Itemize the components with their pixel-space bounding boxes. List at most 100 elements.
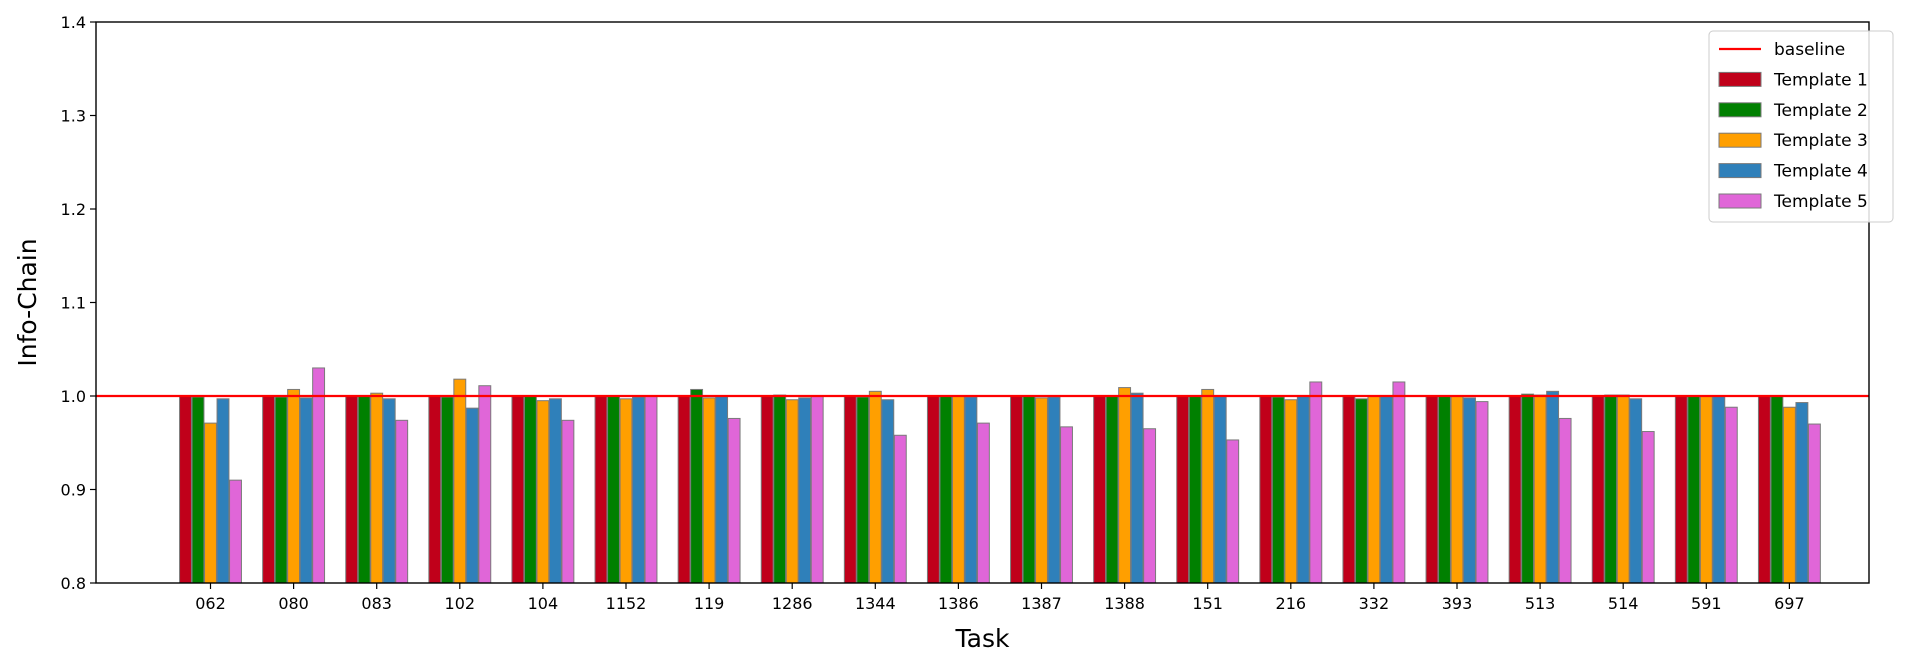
bar bbox=[216, 398, 230, 584]
bar bbox=[893, 434, 907, 584]
x-tick-label: 332 bbox=[1359, 594, 1390, 613]
bar bbox=[536, 400, 550, 584]
bar bbox=[1807, 423, 1821, 584]
bars-layer bbox=[179, 367, 1821, 584]
bar bbox=[229, 479, 242, 584]
x-tick-label: 151 bbox=[1192, 594, 1223, 613]
bar bbox=[1213, 395, 1227, 584]
y-axis-title: Info-Chain bbox=[13, 238, 42, 366]
x-tick-label: 1387 bbox=[1021, 594, 1062, 613]
bar bbox=[1047, 396, 1061, 584]
x-tick-label: 062 bbox=[195, 594, 226, 613]
bar bbox=[1105, 395, 1119, 584]
bar bbox=[773, 394, 787, 584]
bar bbox=[1546, 390, 1560, 584]
bar bbox=[1558, 417, 1572, 584]
x-tick-label: 080 bbox=[278, 594, 309, 613]
x-tick-label: 1152 bbox=[606, 594, 647, 613]
legend-swatch bbox=[1718, 132, 1762, 148]
bar bbox=[760, 395, 774, 584]
bar bbox=[644, 395, 658, 584]
bar bbox=[1674, 395, 1688, 584]
legend-swatch bbox=[1718, 71, 1762, 87]
bar bbox=[523, 395, 537, 584]
bar bbox=[1724, 406, 1738, 584]
x-tick-label: 1286 bbox=[772, 594, 813, 613]
bar bbox=[1176, 395, 1190, 584]
bar bbox=[1309, 381, 1323, 584]
x-axis: 062 080 083 102 104 1152 119 1286 1344 1386 1387 13… bbox=[195, 583, 1805, 613]
bar bbox=[1010, 395, 1023, 584]
bar bbox=[1508, 395, 1522, 584]
y-tick-label: 0.9 bbox=[61, 481, 86, 500]
bar bbox=[1591, 395, 1605, 584]
bar bbox=[632, 396, 645, 584]
bar bbox=[1226, 439, 1240, 584]
legend: baseline Template 1 Template 2 Template 3 Te… bbox=[1708, 30, 1894, 223]
bar bbox=[1533, 394, 1547, 584]
legend-label: Template 2 bbox=[1773, 101, 1868, 121]
bar bbox=[715, 395, 729, 584]
bar bbox=[951, 395, 965, 584]
bar bbox=[939, 395, 953, 584]
bar bbox=[1604, 394, 1618, 584]
bar bbox=[274, 396, 288, 584]
bar bbox=[843, 395, 857, 584]
x-tick-label: 119 bbox=[694, 594, 725, 613]
bar bbox=[1450, 395, 1464, 584]
bar bbox=[1629, 398, 1643, 584]
x-tick-label: 591 bbox=[1691, 594, 1722, 613]
bar bbox=[785, 399, 799, 584]
x-axis-title: Task bbox=[955, 624, 1010, 653]
bar bbox=[440, 396, 454, 584]
y-tick-label: 1.1 bbox=[61, 294, 86, 313]
x-tick-label: 1388 bbox=[1104, 594, 1145, 613]
bar bbox=[1201, 388, 1215, 584]
bar bbox=[179, 395, 192, 584]
x-tick-label: 393 bbox=[1442, 594, 1473, 613]
bar bbox=[1367, 395, 1381, 584]
legend-swatch bbox=[1718, 193, 1762, 209]
y-tick-label: 0.8 bbox=[61, 574, 86, 593]
bar bbox=[810, 395, 824, 584]
bar bbox=[594, 395, 608, 584]
bar bbox=[1143, 428, 1157, 584]
bar bbox=[262, 395, 276, 584]
bar bbox=[382, 398, 396, 584]
bar bbox=[312, 367, 326, 584]
legend-label: Template 1 bbox=[1773, 70, 1868, 90]
x-tick-label: 102 bbox=[445, 594, 476, 613]
bar bbox=[548, 398, 562, 584]
bar bbox=[204, 422, 217, 584]
bar bbox=[1475, 401, 1489, 584]
bar bbox=[1699, 395, 1713, 584]
bar bbox=[856, 396, 870, 584]
bar bbox=[1060, 426, 1073, 584]
bar bbox=[690, 388, 704, 584]
bar bbox=[727, 417, 741, 584]
x-tick-label: 104 bbox=[528, 594, 559, 613]
x-tick-label: 1344 bbox=[855, 594, 896, 613]
bar bbox=[191, 396, 205, 584]
bar bbox=[677, 395, 691, 584]
bar bbox=[1521, 393, 1535, 584]
bar bbox=[395, 419, 409, 584]
bar bbox=[465, 407, 479, 584]
bar bbox=[345, 395, 359, 584]
bar bbox=[1463, 397, 1476, 584]
bar bbox=[1392, 381, 1406, 584]
bar bbox=[1284, 399, 1298, 584]
bar bbox=[1342, 395, 1356, 584]
bar bbox=[964, 396, 978, 584]
x-tick-label: 216 bbox=[1276, 594, 1307, 613]
bar bbox=[1035, 397, 1048, 584]
bar bbox=[926, 395, 940, 584]
legend-label: Template 3 bbox=[1773, 131, 1868, 151]
y-tick-label: 1.4 bbox=[61, 13, 86, 32]
legend-label: baseline bbox=[1774, 40, 1845, 60]
bar bbox=[1130, 392, 1144, 584]
bar bbox=[1259, 395, 1273, 584]
bar bbox=[1354, 398, 1368, 584]
bar bbox=[607, 395, 620, 584]
